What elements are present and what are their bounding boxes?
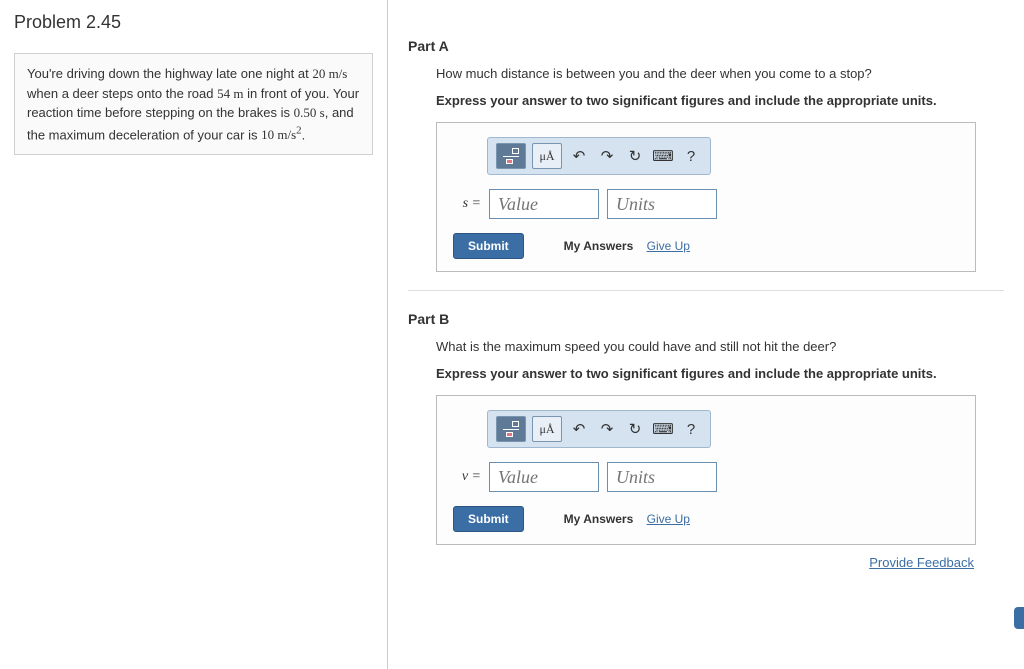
reset-icon[interactable]: ↻ (624, 418, 646, 440)
input-row: v = (453, 462, 959, 492)
submit-row: Submit My Answers Give Up (453, 233, 959, 259)
part-b-body: What is the maximum speed you could have… (408, 339, 1004, 588)
toolbar: μÅ ↶ ↷ ↻ ⌨ ? (487, 410, 711, 448)
give-up-link[interactable]: Give Up (647, 239, 690, 253)
right-panel: Part A How much distance is between you … (388, 0, 1024, 669)
part-b-answer-box: μÅ ↶ ↷ ↻ ⌨ ? v = Submit My Answers Give … (436, 395, 976, 545)
redo-icon[interactable]: ↷ (596, 418, 618, 440)
left-panel: Problem 2.45 You're driving down the hig… (0, 0, 388, 669)
part-b-question: What is the maximum speed you could have… (436, 339, 1004, 354)
redo-icon[interactable]: ↷ (596, 145, 618, 167)
side-tab[interactable] (1014, 607, 1024, 629)
variable-label: s = (453, 196, 481, 212)
feedback-row: Provide Feedback (436, 555, 1004, 570)
value-input[interactable] (489, 462, 599, 492)
submit-row: Submit My Answers Give Up (453, 506, 959, 532)
problem-text: You're driving down the highway late one… (27, 66, 312, 81)
units-input[interactable] (607, 462, 717, 492)
part-b-instruction: Express your answer to two significant f… (436, 366, 1004, 381)
problem-statement: You're driving down the highway late one… (14, 53, 373, 155)
part-a-body: How much distance is between you and the… (408, 66, 1004, 291)
submit-button[interactable]: Submit (453, 506, 524, 532)
keyboard-icon[interactable]: ⌨ (652, 145, 674, 167)
keyboard-icon[interactable]: ⌨ (652, 418, 674, 440)
part-a-instruction: Express your answer to two significant f… (436, 93, 1004, 108)
reaction-time-value: 0.50 s (294, 105, 325, 120)
units-tool-button[interactable]: μÅ (532, 143, 562, 169)
problem-text: . (302, 127, 306, 142)
reset-icon[interactable]: ↻ (624, 145, 646, 167)
toolbar: μÅ ↶ ↷ ↻ ⌨ ? (487, 137, 711, 175)
fraction-tool-icon[interactable] (496, 416, 526, 442)
part-a-title: Part A (408, 38, 1004, 54)
answer-links: My Answers Give Up (564, 239, 690, 253)
fraction-tool-icon[interactable] (496, 143, 526, 169)
part-b-title: Part B (408, 311, 1004, 327)
part-a-question: How much distance is between you and the… (436, 66, 1004, 81)
deceleration-value: 10 m/s2 (261, 127, 301, 142)
units-input[interactable] (607, 189, 717, 219)
provide-feedback-link[interactable]: Provide Feedback (869, 555, 974, 570)
input-row: s = (453, 189, 959, 219)
problem-text: when a deer steps onto the road (27, 86, 217, 101)
help-icon[interactable]: ? (680, 145, 702, 167)
give-up-link[interactable]: Give Up (647, 512, 690, 526)
undo-icon[interactable]: ↶ (568, 145, 590, 167)
velocity-value: 20 m/s (312, 66, 347, 81)
my-answers-label: My Answers (564, 239, 634, 253)
units-tool-button[interactable]: μÅ (532, 416, 562, 442)
submit-button[interactable]: Submit (453, 233, 524, 259)
undo-icon[interactable]: ↶ (568, 418, 590, 440)
problem-title: Problem 2.45 (14, 8, 373, 37)
part-a-answer-box: μÅ ↶ ↷ ↻ ⌨ ? s = Submit My Answers Give … (436, 122, 976, 272)
answer-links: My Answers Give Up (564, 512, 690, 526)
variable-label: v = (453, 469, 481, 485)
value-input[interactable] (489, 189, 599, 219)
help-icon[interactable]: ? (680, 418, 702, 440)
distance-value: 54 m (217, 86, 243, 101)
my-answers-label: My Answers (564, 512, 634, 526)
